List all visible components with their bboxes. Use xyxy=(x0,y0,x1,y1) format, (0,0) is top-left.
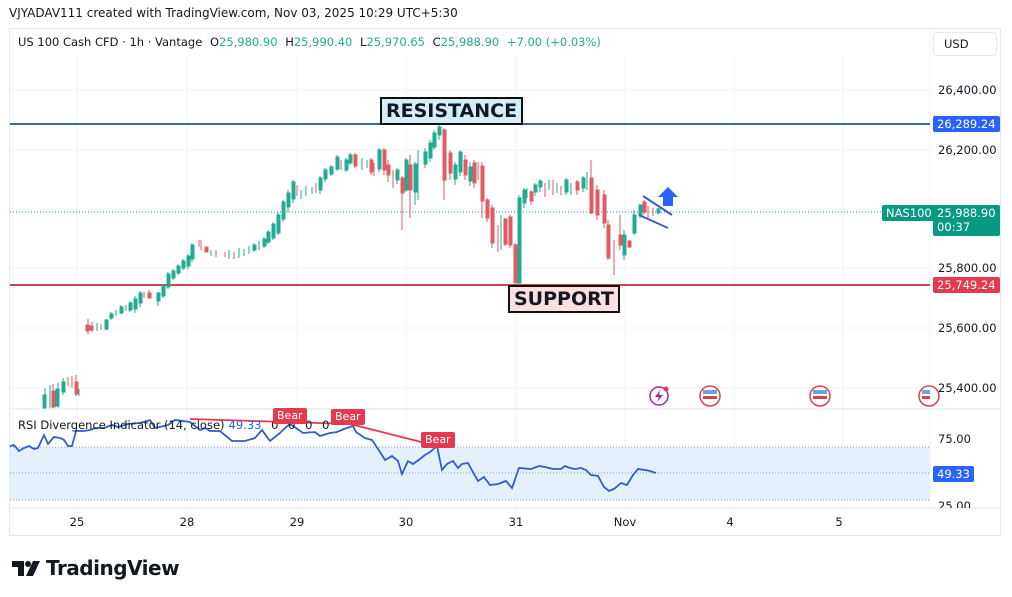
rsi-axis-tick: 75.00 xyxy=(938,432,971,446)
resistance-annotation[interactable]: RESISTANCE xyxy=(380,97,524,125)
ohlc-legend: US 100 Cash CFD · 1h · Vantage O25,980.9… xyxy=(18,35,601,49)
support-annotation[interactable]: SUPPORT xyxy=(508,285,620,313)
low-value: 25,970.65 xyxy=(366,35,425,49)
rsi-line xyxy=(9,418,657,493)
high-value: 25,990.40 xyxy=(293,35,353,49)
arrow-up-icon xyxy=(658,187,678,206)
price-tick: 26,200.00 xyxy=(938,143,997,157)
wedge-lower-line xyxy=(638,214,669,229)
symbol-name[interactable]: US 100 Cash CFD · 1h · Vantage xyxy=(18,35,203,49)
support-price-tag: 25,749.24 xyxy=(933,277,1000,293)
time-tick: 29 xyxy=(289,515,305,529)
change-value: +7.00 (+0.03%) xyxy=(506,35,601,49)
currency-button[interactable]: USD xyxy=(933,32,997,56)
divergence-line-1 xyxy=(189,418,351,425)
event-icons xyxy=(649,385,940,407)
open-value: 25,980.90 xyxy=(219,35,278,49)
price-tick: 25,600.00 xyxy=(938,321,997,335)
time-tick: Nov xyxy=(613,515,637,529)
symbol-tag: NAS100 xyxy=(882,205,936,221)
candlesticks xyxy=(42,122,661,409)
price-tick: 25,800.00 xyxy=(938,261,997,275)
chart-frame xyxy=(9,28,1001,536)
rsi-value-tag: 49.33 xyxy=(933,466,974,482)
bear-signal-badge: Bear xyxy=(421,432,455,448)
time-tick: 5 xyxy=(835,515,843,529)
rsi-axis-tick: 25.00 xyxy=(938,499,971,508)
rsi-value: 49.33 xyxy=(228,418,262,432)
resistance-price-tag: 26,289.24 xyxy=(933,116,1000,132)
tradingview-logo[interactable]: TradingView xyxy=(12,556,180,580)
price-tick: 26,400.00 xyxy=(938,83,997,97)
rsi-title[interactable]: RSI Divergence Indicator (14, close) xyxy=(18,418,225,432)
time-tick: 28 xyxy=(179,515,195,529)
time-tick: 25 xyxy=(69,515,85,529)
time-tick: 31 xyxy=(508,515,524,529)
close-value: 25,988.90 xyxy=(440,35,500,49)
tradingview-logo-icon xyxy=(12,561,40,576)
rsi-legend: RSI Divergence Indicator (14, close) 49.3… xyxy=(18,418,330,432)
brand-name: TradingView xyxy=(46,556,180,580)
chart-credit: VJYADAV111 created with TradingView.com,… xyxy=(9,6,458,20)
price-tick: 25,400.00 xyxy=(938,381,997,395)
countdown: 00:37 xyxy=(937,220,971,234)
bear-signal-badge: Bear xyxy=(331,409,365,425)
last-price-tag: 25,988.90 00:37 xyxy=(933,205,1000,236)
wedge-upper-line xyxy=(642,195,673,216)
last-price: 25,988.90 xyxy=(937,206,996,220)
rsi-band xyxy=(10,447,930,500)
time-tick: 4 xyxy=(726,515,734,529)
bear-signal-badge: Bear xyxy=(273,408,307,424)
time-tick: 30 xyxy=(398,515,414,529)
